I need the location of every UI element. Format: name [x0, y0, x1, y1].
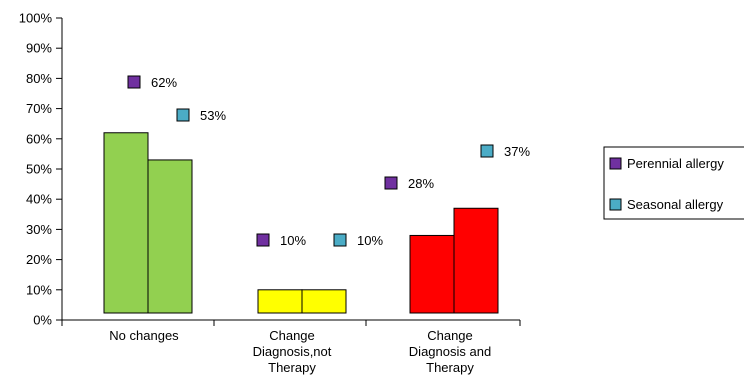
bar [147, 159, 193, 314]
bar [453, 207, 499, 314]
data-label: 10% [357, 233, 383, 248]
data-label: 10% [280, 233, 306, 248]
legend-box [603, 146, 744, 220]
x-tick-label: No changes [109, 328, 179, 343]
data-marker [176, 108, 190, 122]
x-tick-label: Change [269, 328, 315, 343]
y-tick-label: 10% [26, 282, 52, 297]
y-tick-label: 70% [26, 101, 52, 116]
x-axis-labels: No changes ChangeDiagnosis,notTherapyChan… [109, 328, 491, 375]
data-marker [480, 144, 494, 158]
bar [409, 234, 455, 314]
legend-label: Perennial allergy [627, 156, 724, 171]
y-tick-label: 20% [26, 252, 52, 267]
data-marker [256, 233, 270, 247]
x-tick-label: Therapy [268, 360, 316, 375]
data-label: 62% [151, 75, 177, 90]
x-tick-label: Therapy [426, 360, 474, 375]
x-tick-label: Diagnosis and [409, 344, 491, 359]
legend-swatch [609, 198, 622, 211]
data-label: 28% [408, 176, 434, 191]
y-tick-label: 90% [26, 41, 52, 56]
y-tick-label: 100% [19, 11, 53, 26]
y-tick-label: 30% [26, 222, 52, 237]
y-tick-label: 50% [26, 162, 52, 177]
legend-swatch [609, 157, 622, 170]
bar [301, 289, 347, 314]
bar [257, 289, 303, 314]
x-tick-label: Change [427, 328, 473, 343]
data-marker [333, 233, 347, 247]
y-tick-label: 60% [26, 131, 52, 146]
y-tick-label: 0% [33, 313, 52, 328]
bars [103, 132, 499, 314]
x-tick-label: Diagnosis,not [253, 344, 332, 359]
data-marker [127, 75, 141, 89]
data-label: 53% [200, 108, 226, 123]
bar [103, 132, 149, 314]
data-labels: 62% 53% 10% 10% 28% 37% [127, 75, 530, 248]
legend: Perennial allergy Seasonal allergy [603, 146, 744, 220]
y-tick-label: 80% [26, 71, 52, 86]
y-tick-label: 40% [26, 192, 52, 207]
legend-label: Seasonal allergy [627, 197, 724, 212]
y-axis-ticks: 0% 10% 20% 30% 40% 50% 60% 70% 80% 90% 100% [19, 11, 62, 328]
data-label: 37% [504, 144, 530, 159]
data-marker [384, 176, 398, 190]
